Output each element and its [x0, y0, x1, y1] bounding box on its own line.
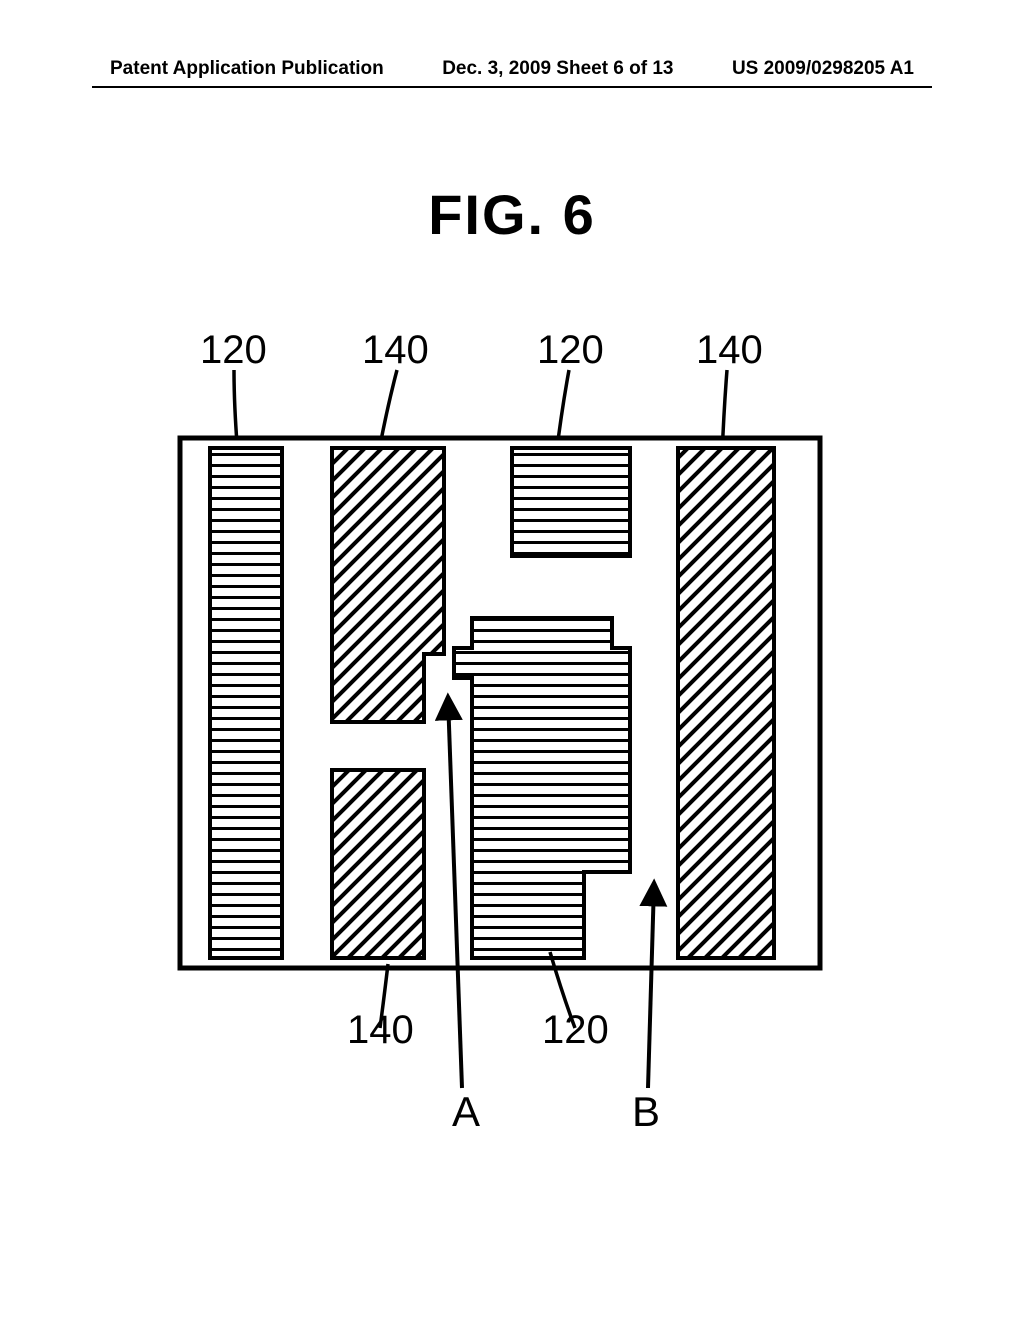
- header-left: Patent Application Publication: [110, 58, 384, 80]
- figure-title: FIG. 6: [0, 182, 1024, 247]
- label-120-bottom: 120: [542, 1008, 609, 1053]
- header-divider: [92, 86, 932, 88]
- label-120-top-right: 120: [537, 328, 604, 373]
- label-120-top-left: 120: [200, 328, 267, 373]
- label-140-top-right: 140: [696, 328, 763, 373]
- marker-a: A: [452, 1088, 480, 1136]
- label-140-top-left: 140: [362, 328, 429, 373]
- diagram-svg: [162, 328, 862, 1148]
- label-140-bottom: 140: [347, 1008, 414, 1053]
- marker-b: B: [632, 1088, 660, 1136]
- header-center: Dec. 3, 2009 Sheet 6 of 13: [442, 58, 673, 80]
- patent-diagram: 120 140 120 140 140 120 A B: [162, 328, 862, 1148]
- header-right: US 2009/0298205 A1: [732, 58, 914, 80]
